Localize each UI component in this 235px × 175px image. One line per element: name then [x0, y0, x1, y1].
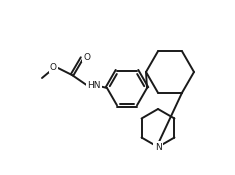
Text: HN: HN — [87, 82, 101, 90]
Text: O: O — [83, 52, 90, 61]
Text: O: O — [50, 64, 57, 72]
Text: N: N — [155, 142, 161, 152]
